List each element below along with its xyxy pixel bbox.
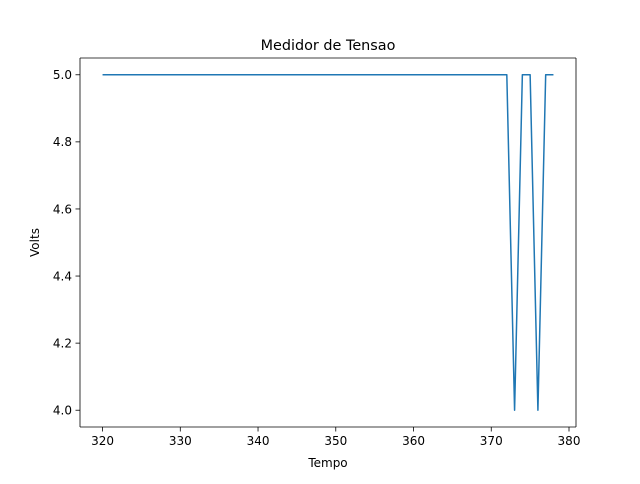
x-axis-label: Tempo bbox=[307, 456, 347, 470]
y-tick-label: 4.4 bbox=[53, 269, 72, 283]
y-axis-label: Volts bbox=[28, 228, 42, 257]
series-layer bbox=[102, 74, 554, 411]
chart-title: Medidor de Tensao bbox=[261, 38, 396, 54]
x-tick-label: 340 bbox=[247, 434, 270, 448]
x-tick-label: 360 bbox=[402, 434, 425, 448]
y-tick-label: 4.2 bbox=[53, 336, 72, 350]
x-tick-label: 380 bbox=[558, 434, 581, 448]
y-tick-label: 4.0 bbox=[53, 404, 72, 418]
y-tick-label: 5.0 bbox=[53, 68, 72, 82]
x-axis-ticks: 320 330 340 350 360 370 380 bbox=[91, 427, 580, 448]
axes-frame bbox=[79, 57, 577, 428]
y-axis-ticks: 4.0 4.2 4.4 4.6 4.8 5.0 bbox=[53, 68, 80, 418]
x-tick-label: 330 bbox=[169, 434, 192, 448]
x-tick-label: 350 bbox=[324, 434, 347, 448]
y-tick-label: 4.6 bbox=[53, 202, 72, 216]
plot-area bbox=[80, 58, 576, 427]
x-tick-label: 370 bbox=[480, 434, 503, 448]
series-line-1 bbox=[102, 74, 554, 411]
x-tick-label: 320 bbox=[91, 434, 114, 448]
y-tick-label: 4.8 bbox=[53, 135, 72, 149]
